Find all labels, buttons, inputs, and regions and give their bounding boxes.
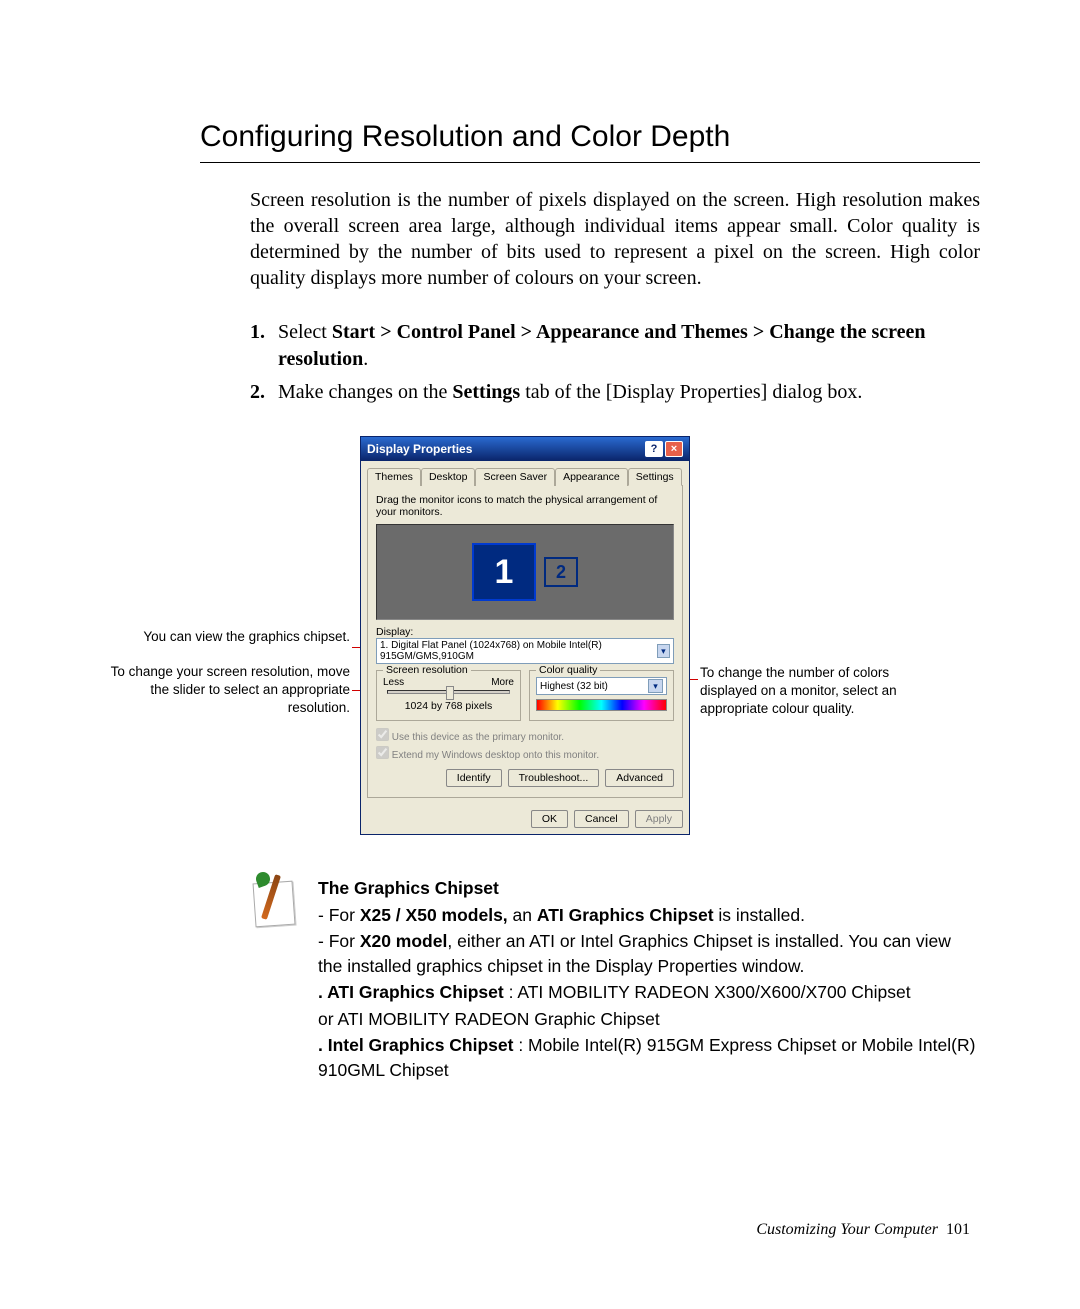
help-button[interactable]: ? bbox=[645, 441, 663, 457]
display-dropdown[interactable]: 1. Digital Flat Panel (1024x768) on Mobi… bbox=[376, 638, 674, 664]
color-quality-value: Highest (32 bit) bbox=[540, 681, 608, 692]
resolution-value: 1024 by 768 pixels bbox=[383, 700, 514, 712]
note-line: or ATI MOBILITY RADEON Graphic Chipset bbox=[318, 1007, 980, 1032]
monitor-1-icon[interactable]: 1 bbox=[472, 543, 536, 601]
note-heading: The Graphics Chipset bbox=[318, 878, 499, 898]
step-text-bold: Start > Control Panel > Appearance and T… bbox=[278, 321, 926, 370]
step-text-pre: Make changes on the bbox=[278, 381, 452, 403]
primary-monitor-checkbox[interactable]: Use this device as the primary monitor. bbox=[376, 727, 674, 743]
step-text-bold: Settings bbox=[452, 381, 520, 403]
tab-desktop[interactable]: Desktop bbox=[421, 468, 476, 486]
page-number: 101 bbox=[946, 1221, 970, 1238]
steps-list: 1. Select Start > Control Panel > Appear… bbox=[250, 319, 980, 406]
dialog-title: Display Properties bbox=[367, 442, 472, 456]
drag-instruction: Drag the monitor icons to match the phys… bbox=[376, 494, 674, 518]
note-line: . ATI Graphics Chipset : ATI MOBILITY RA… bbox=[318, 980, 980, 1005]
ok-button[interactable]: OK bbox=[531, 810, 568, 828]
screen-resolution-group: Screen resolution Less More 1024 by 768 … bbox=[376, 670, 521, 721]
display-label: Display: bbox=[376, 626, 674, 638]
step-2: 2. Make changes on the Settings tab of t… bbox=[250, 379, 980, 406]
intro-paragraph: Screen resolution is the number of pixel… bbox=[250, 187, 980, 291]
resolution-slider[interactable] bbox=[387, 690, 510, 694]
tab-strip: Themes Desktop Screen Saver Appearance S… bbox=[361, 461, 689, 485]
color-quality-legend: Color quality bbox=[536, 664, 600, 676]
apply-button[interactable]: Apply bbox=[635, 810, 683, 828]
page-title: Configuring Resolution and Color Depth bbox=[200, 120, 980, 163]
dialog-titlebar[interactable]: Display Properties ? × bbox=[361, 437, 689, 461]
checkbox-label: Extend my Windows desktop onto this moni… bbox=[392, 750, 599, 761]
tab-appearance[interactable]: Appearance bbox=[555, 468, 628, 486]
callout-right-color: To change the number of colors displayed… bbox=[700, 664, 910, 719]
tab-themes[interactable]: Themes bbox=[367, 468, 421, 486]
step-1: 1. Select Start > Control Panel > Appear… bbox=[250, 319, 980, 373]
tab-screensaver[interactable]: Screen Saver bbox=[475, 468, 555, 486]
note-line: - For X25 / X50 models, an ATI Graphics … bbox=[318, 903, 980, 928]
screenshot-area: You can view the graphics chipset. To ch… bbox=[100, 436, 980, 836]
callout-left-chipset: You can view the graphics chipset. bbox=[100, 628, 350, 646]
step-number: 2. bbox=[250, 379, 265, 406]
footer-section: Customizing Your Computer bbox=[756, 1221, 938, 1238]
graphics-chipset-note: The Graphics Chipset - For X25 / X50 mod… bbox=[250, 876, 980, 1084]
checkbox-label: Use this device as the primary monitor. bbox=[392, 732, 564, 743]
note-line: - For X20 model, either an ATI or Intel … bbox=[318, 929, 980, 978]
extend-desktop-checkbox[interactable]: Extend my Windows desktop onto this moni… bbox=[376, 745, 674, 761]
step-number: 1. bbox=[250, 319, 265, 346]
monitor-2-icon[interactable]: 2 bbox=[544, 557, 578, 587]
monitor-arrangement[interactable]: 1 2 bbox=[376, 524, 674, 620]
color-quality-dropdown[interactable]: Highest (32 bit) ▾ bbox=[536, 677, 667, 695]
step-text-post: . bbox=[363, 348, 368, 370]
tab-settings[interactable]: Settings bbox=[628, 468, 682, 486]
callout-left-resolution: To change your screen resolution, move t… bbox=[100, 663, 350, 718]
display-properties-dialog: Display Properties ? × Themes Desktop Sc… bbox=[360, 436, 690, 835]
note-line: . Intel Graphics Chipset : Mobile Intel(… bbox=[318, 1033, 980, 1082]
cancel-button[interactable]: Cancel bbox=[574, 810, 629, 828]
note-icon bbox=[250, 876, 300, 926]
tab-body: Drag the monitor icons to match the phys… bbox=[367, 485, 683, 798]
slider-more-label: More bbox=[491, 677, 514, 688]
color-preview-bar bbox=[536, 699, 667, 711]
color-quality-group: Color quality Highest (32 bit) ▾ bbox=[529, 670, 674, 721]
chevron-down-icon[interactable]: ▾ bbox=[657, 644, 670, 658]
display-value: 1. Digital Flat Panel (1024x768) on Mobi… bbox=[380, 640, 657, 662]
step-text-post: tab of the [Display Properties] dialog b… bbox=[520, 381, 862, 403]
close-button[interactable]: × bbox=[665, 441, 683, 457]
identify-button[interactable]: Identify bbox=[446, 769, 502, 787]
troubleshoot-button[interactable]: Troubleshoot... bbox=[508, 769, 600, 787]
chevron-down-icon[interactable]: ▾ bbox=[648, 679, 663, 693]
step-text-pre: Select bbox=[278, 321, 332, 343]
slider-handle[interactable] bbox=[446, 686, 454, 700]
advanced-button[interactable]: Advanced bbox=[605, 769, 674, 787]
page-footer: Customizing Your Computer 101 bbox=[756, 1221, 970, 1239]
slider-less-label: Less bbox=[383, 677, 404, 688]
screen-resolution-legend: Screen resolution bbox=[383, 664, 471, 676]
